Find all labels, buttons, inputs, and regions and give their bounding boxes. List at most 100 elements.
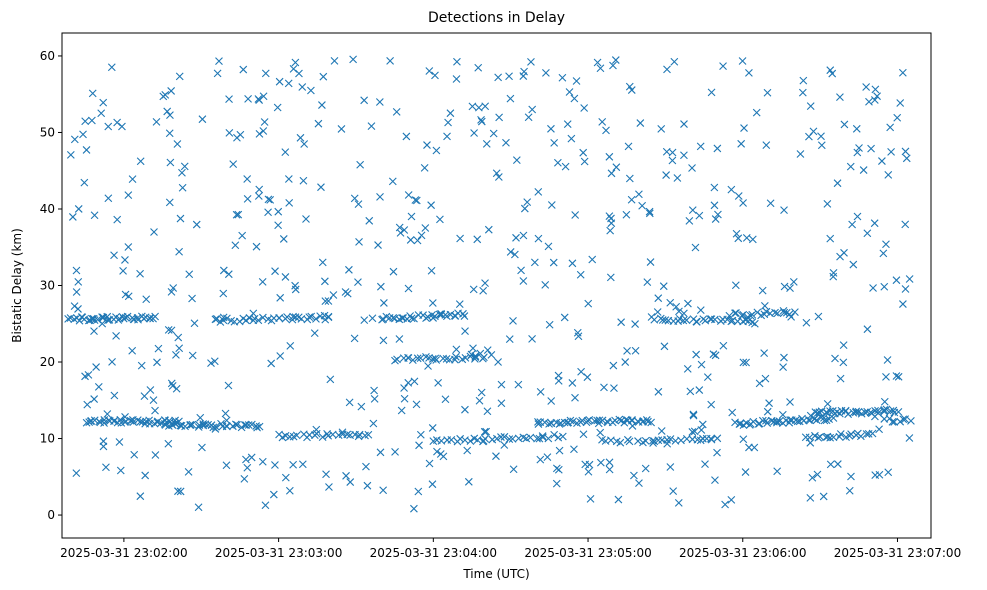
data-point — [402, 132, 411, 141]
data-point — [318, 258, 327, 267]
data-point — [497, 380, 506, 389]
data-point — [870, 219, 879, 228]
data-point — [505, 335, 514, 344]
data-point — [851, 408, 860, 417]
data-point — [659, 282, 668, 291]
data-point — [725, 311, 734, 320]
data-point — [863, 229, 872, 238]
data-point — [627, 86, 636, 94]
data-point — [571, 211, 580, 219]
data-point — [739, 435, 748, 444]
data-point — [829, 269, 838, 277]
data-point — [484, 225, 493, 234]
data-point — [524, 113, 533, 122]
data-point — [320, 277, 329, 286]
data-point — [625, 174, 634, 183]
data-point — [215, 57, 223, 66]
data-point — [337, 125, 346, 133]
data-point — [321, 297, 330, 306]
data-point — [175, 72, 184, 81]
data-point — [685, 216, 694, 225]
data-point — [487, 351, 496, 359]
data-point — [732, 309, 740, 317]
data-point — [488, 435, 497, 444]
data-point — [760, 301, 769, 310]
data-point — [833, 460, 842, 468]
data-point — [477, 116, 485, 124]
data-point — [566, 416, 575, 425]
data-point — [680, 151, 688, 160]
data-point — [822, 416, 831, 425]
data-point — [663, 65, 671, 74]
data-point — [560, 313, 569, 322]
data-point — [312, 429, 321, 438]
data-point — [285, 486, 294, 495]
data-point — [813, 409, 822, 417]
data-point — [441, 395, 450, 404]
data-point — [646, 258, 655, 266]
data-point — [749, 417, 758, 426]
data-point — [90, 416, 99, 425]
data-point — [817, 141, 826, 150]
data-point — [523, 198, 532, 206]
y-tick-label: 0 — [47, 508, 55, 522]
data-point — [500, 432, 509, 441]
data-point — [786, 416, 795, 424]
data-point — [404, 354, 413, 362]
data-point — [261, 501, 270, 510]
data-point — [223, 422, 231, 431]
data-point — [368, 314, 377, 323]
data-point — [580, 157, 589, 166]
data-point — [894, 408, 903, 416]
data-point — [436, 215, 444, 224]
data-point — [271, 461, 279, 469]
data-point — [605, 465, 614, 474]
data-point — [204, 420, 213, 429]
data-point — [763, 419, 772, 428]
data-point — [219, 266, 228, 275]
x-axis-label: Time (UTC) — [462, 567, 529, 581]
data-point — [233, 133, 241, 142]
data-point — [369, 419, 378, 428]
data-point — [898, 68, 907, 77]
data-point — [808, 473, 817, 482]
data-point — [823, 399, 832, 408]
data-point — [481, 102, 490, 111]
data-point — [545, 320, 554, 329]
data-point — [849, 260, 858, 269]
data-point — [641, 437, 650, 445]
data-point — [812, 416, 821, 425]
data-point — [856, 432, 865, 441]
data-point — [259, 92, 268, 101]
data-point — [421, 224, 430, 232]
data-point — [621, 358, 630, 366]
data-point — [410, 314, 418, 323]
data-point — [666, 298, 675, 307]
data-point — [319, 72, 328, 81]
data-point — [407, 212, 416, 221]
data-point — [380, 299, 388, 307]
data-point — [520, 204, 529, 213]
data-point — [583, 373, 592, 382]
data-point — [276, 352, 285, 360]
data-point — [165, 129, 174, 138]
data-point — [121, 256, 129, 264]
data-point — [74, 305, 82, 313]
data-point — [276, 293, 285, 302]
data-point — [502, 138, 510, 147]
data-point — [874, 406, 882, 415]
data-point — [188, 420, 197, 429]
data-point — [413, 236, 422, 245]
data-point — [433, 447, 441, 456]
data-point — [789, 277, 798, 286]
data-point — [696, 306, 705, 315]
data-point — [237, 423, 246, 432]
data-point — [643, 278, 652, 287]
data-point — [167, 379, 176, 388]
data-point — [710, 183, 719, 192]
data-point — [81, 117, 90, 126]
data-point — [731, 309, 739, 318]
data-point — [425, 67, 434, 75]
data-point — [318, 101, 326, 109]
data-point — [805, 433, 814, 442]
